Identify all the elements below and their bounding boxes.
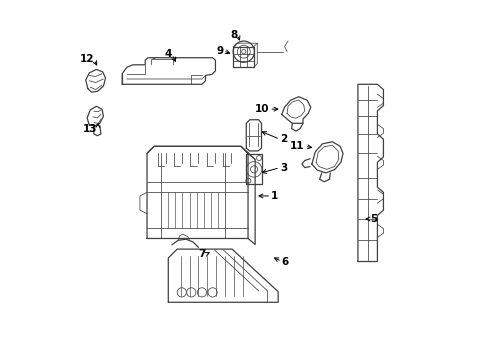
Text: 12: 12 xyxy=(79,54,94,64)
Text: 13: 13 xyxy=(83,123,98,134)
Text: 8: 8 xyxy=(230,30,237,40)
Text: 1: 1 xyxy=(270,191,278,201)
Text: 11: 11 xyxy=(290,141,304,151)
Text: 3: 3 xyxy=(279,163,286,172)
Text: 7: 7 xyxy=(198,249,205,260)
Text: 9: 9 xyxy=(216,46,223,56)
Text: 6: 6 xyxy=(281,257,288,266)
Text: 5: 5 xyxy=(369,214,377,224)
Text: 10: 10 xyxy=(254,104,269,114)
Text: 2: 2 xyxy=(279,134,286,144)
Text: 4: 4 xyxy=(164,49,171,59)
